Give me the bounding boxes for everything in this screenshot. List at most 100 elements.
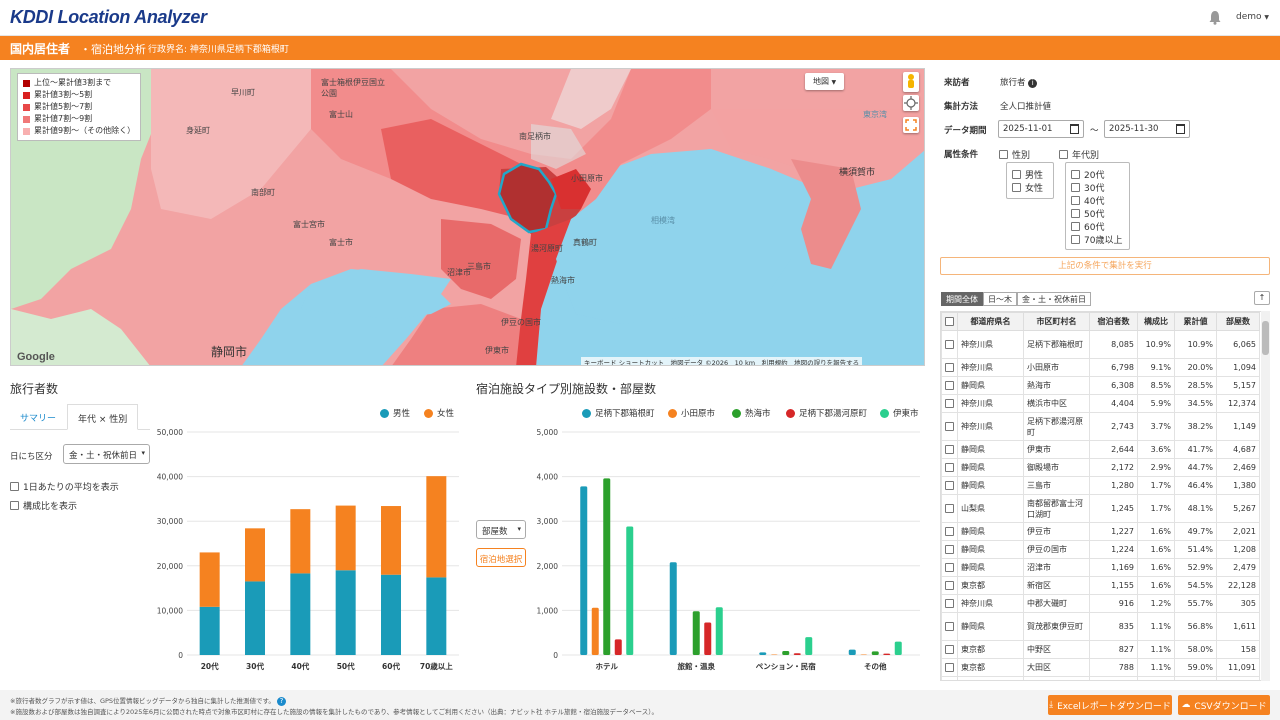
row-checkbox[interactable] xyxy=(941,676,958,680)
table-row[interactable]: 東京都 新宿区 1,155 1.6% 54.5% 22,128 xyxy=(941,576,1260,595)
table-row[interactable]: 神奈川県 小田原市 6,798 9.1% 20.0% 1,094 xyxy=(941,358,1260,377)
bar-男性-30代[interactable] xyxy=(245,581,265,655)
bar-足柄下郡湯河原町-旅館・温泉[interactable] xyxy=(704,622,712,655)
checkbox-box[interactable] xyxy=(1071,183,1080,192)
calendar-icon[interactable] xyxy=(1176,124,1185,134)
bar-女性-40代[interactable] xyxy=(290,509,311,574)
table-row[interactable]: 静岡県 賀茂郡東伊豆町 835 1.1% 56.8% 1,611 xyxy=(941,612,1260,641)
bar-女性-70歳以上[interactable] xyxy=(426,476,447,578)
age-option[interactable]: 40代 xyxy=(1071,194,1104,207)
bar-足柄下郡箱根町-ホテル[interactable] xyxy=(580,486,588,655)
checkbox-box[interactable] xyxy=(999,150,1008,159)
fullscreen-icon[interactable] xyxy=(903,117,919,133)
row-checkbox[interactable] xyxy=(941,440,958,459)
scrollbar-thumb[interactable] xyxy=(1262,321,1269,355)
row-checkbox[interactable] xyxy=(941,576,958,595)
day-type-select[interactable]: 金・土・祝休前日 ▾ xyxy=(63,444,150,464)
gender-checkbox[interactable]: 性別 xyxy=(999,148,1030,161)
age-checkbox[interactable]: 年代別 xyxy=(1059,148,1099,161)
table-row[interactable]: 静岡県 伊豆市 1,227 1.6% 49.7% 2,021 xyxy=(941,522,1260,541)
bar-足柄下郡箱根町-その他[interactable] xyxy=(848,649,856,655)
checkbox-box[interactable] xyxy=(1071,209,1080,218)
row-checkbox[interactable] xyxy=(941,612,958,641)
pegman-icon[interactable] xyxy=(903,72,919,92)
column-header[interactable]: 市区町村名 xyxy=(1023,312,1090,331)
table-row[interactable]: 神奈川県 横浜市中区 4,404 5.9% 34.5% 12,374 xyxy=(941,394,1260,413)
row-checkbox[interactable] xyxy=(941,476,958,495)
period-tab-weekday[interactable]: 日～木 xyxy=(983,292,1017,306)
crosshair-icon[interactable] xyxy=(903,95,919,111)
row-checkbox[interactable] xyxy=(941,522,958,541)
bar-伊東市-ホテル[interactable] xyxy=(626,526,634,655)
bar-男性-60代[interactable] xyxy=(381,574,401,655)
row-checkbox[interactable] xyxy=(941,358,958,377)
bar-熱海市-ホテル[interactable] xyxy=(603,478,611,655)
bar-女性-20代[interactable] xyxy=(199,552,220,607)
user-menu[interactable]: demo ▼ xyxy=(1236,12,1269,22)
checkbox-box[interactable] xyxy=(1071,170,1080,179)
bar-足柄下郡湯河原町-その他[interactable] xyxy=(883,653,891,655)
table-row[interactable]: 東京都 中野区 827 1.1% 58.0% 158 xyxy=(941,640,1260,659)
age-option[interactable]: 60代 xyxy=(1071,220,1104,233)
table-row[interactable]: 静岡県 沼津市 1,169 1.6% 52.9% 2,479 xyxy=(941,558,1260,577)
excel-download-button[interactable]: ⤓ Excelレポートダウンロード xyxy=(1048,695,1172,715)
period-tab-weekend[interactable]: 金・土・祝休前日 xyxy=(1017,292,1091,306)
app-logo[interactable]: KDDI Location Analyzer xyxy=(10,7,207,27)
table-row[interactable]: 静岡県 御殿場市 2,172 2.9% 44.7% 2,469 xyxy=(941,458,1260,477)
column-header[interactable]: 部屋数 xyxy=(1216,312,1260,331)
column-header[interactable]: 都道府県名 xyxy=(957,312,1024,331)
age-option[interactable]: 50代 xyxy=(1071,207,1104,220)
bar-男性-20代[interactable] xyxy=(199,606,220,655)
row-checkbox[interactable] xyxy=(941,558,958,577)
bar-女性-60代[interactable] xyxy=(381,506,401,575)
bar-足柄下郡湯河原町-ペンション・民宿[interactable] xyxy=(793,653,801,655)
checkbox-box[interactable] xyxy=(1071,235,1080,244)
table-row[interactable]: 静岡県 三島市 1,280 1.7% 46.4% 1,380 xyxy=(941,476,1260,495)
age-option[interactable]: 20代 xyxy=(1071,168,1104,181)
map-view[interactable]: 上位～累計値3割まで 累計値3割～5割 累計値5割～7割 累計値7割～9割 累計… xyxy=(10,68,925,366)
calendar-icon[interactable] xyxy=(1070,124,1079,134)
male-checkbox[interactable]: 男性 xyxy=(1012,168,1043,181)
table-row[interactable]: 神奈川県厚木市7541.0%60.0%1,838 xyxy=(941,676,1260,680)
metric-select[interactable]: 部屋数 ▾ xyxy=(476,520,526,539)
age-option[interactable]: 30代 xyxy=(1071,181,1104,194)
bar-熱海市-ペンション・民宿[interactable] xyxy=(782,650,790,655)
table-row[interactable]: 山梨県 南都留郡富士河口湖町 1,245 1.7% 48.1% 5,267 xyxy=(941,494,1260,523)
table-row[interactable]: 静岡県 伊豆の国市 1,224 1.6% 51.4% 1,208 xyxy=(941,540,1260,559)
checkbox-box[interactable] xyxy=(1012,170,1021,179)
row-checkbox[interactable] xyxy=(941,540,958,559)
row-checkbox[interactable] xyxy=(941,640,958,659)
bar-熱海市-その他[interactable] xyxy=(871,651,879,655)
column-header[interactable]: 宿泊者数 xyxy=(1089,312,1138,331)
select-all-checkbox[interactable] xyxy=(941,312,958,331)
bar-女性-30代[interactable] xyxy=(245,528,265,582)
checkbox-box[interactable] xyxy=(1012,183,1021,192)
bar-女性-50代[interactable] xyxy=(335,505,356,571)
bar-伊東市-その他[interactable] xyxy=(894,641,902,655)
row-checkbox[interactable] xyxy=(941,494,958,523)
row-checkbox[interactable] xyxy=(941,394,958,413)
table-scrollbar[interactable] xyxy=(1261,311,1270,681)
tab-summary[interactable]: サマリー xyxy=(20,414,57,424)
run-aggregation-button[interactable]: 上記の条件で集計を実行 xyxy=(940,257,1270,275)
row-checkbox[interactable] xyxy=(941,376,958,395)
daily-average-checkbox[interactable]: 1日あたりの平均を表示 xyxy=(10,480,119,493)
bar-伊東市-ペンション・民宿[interactable] xyxy=(805,637,813,655)
age-option[interactable]: 70歳以上 xyxy=(1071,233,1122,246)
bar-男性-50代[interactable] xyxy=(335,570,356,655)
composition-checkbox[interactable]: 構成比を表示 xyxy=(10,499,77,512)
checkbox-box[interactable] xyxy=(1071,196,1080,205)
bar-男性-70歳以上[interactable] xyxy=(426,577,447,655)
row-checkbox[interactable] xyxy=(941,594,958,613)
map-attribution[interactable]: キーボード ショートカット 地図データ ©2026 10 km 利用規約 地図の… xyxy=(581,357,863,365)
table-row[interactable]: 神奈川県 足柄下郡箱根町 8,085 10.9% 10.9% 6,065 xyxy=(941,330,1260,359)
bar-小田原市-ホテル[interactable] xyxy=(591,607,599,655)
bar-足柄下郡箱根町-旅館・温泉[interactable] xyxy=(669,562,677,655)
table-row[interactable]: 静岡県 伊東市 2,644 3.6% 41.7% 4,687 xyxy=(941,440,1260,459)
map-type-button[interactable]: 地図 ▼ xyxy=(805,73,845,90)
bar-男性-40代[interactable] xyxy=(290,573,311,655)
date-from-input[interactable]: 2025-11-01 xyxy=(998,120,1084,138)
female-checkbox[interactable]: 女性 xyxy=(1012,181,1043,194)
period-tab-all[interactable]: 期間全体 xyxy=(941,292,983,306)
bar-足柄下郡湯河原町-ホテル[interactable] xyxy=(614,639,622,655)
